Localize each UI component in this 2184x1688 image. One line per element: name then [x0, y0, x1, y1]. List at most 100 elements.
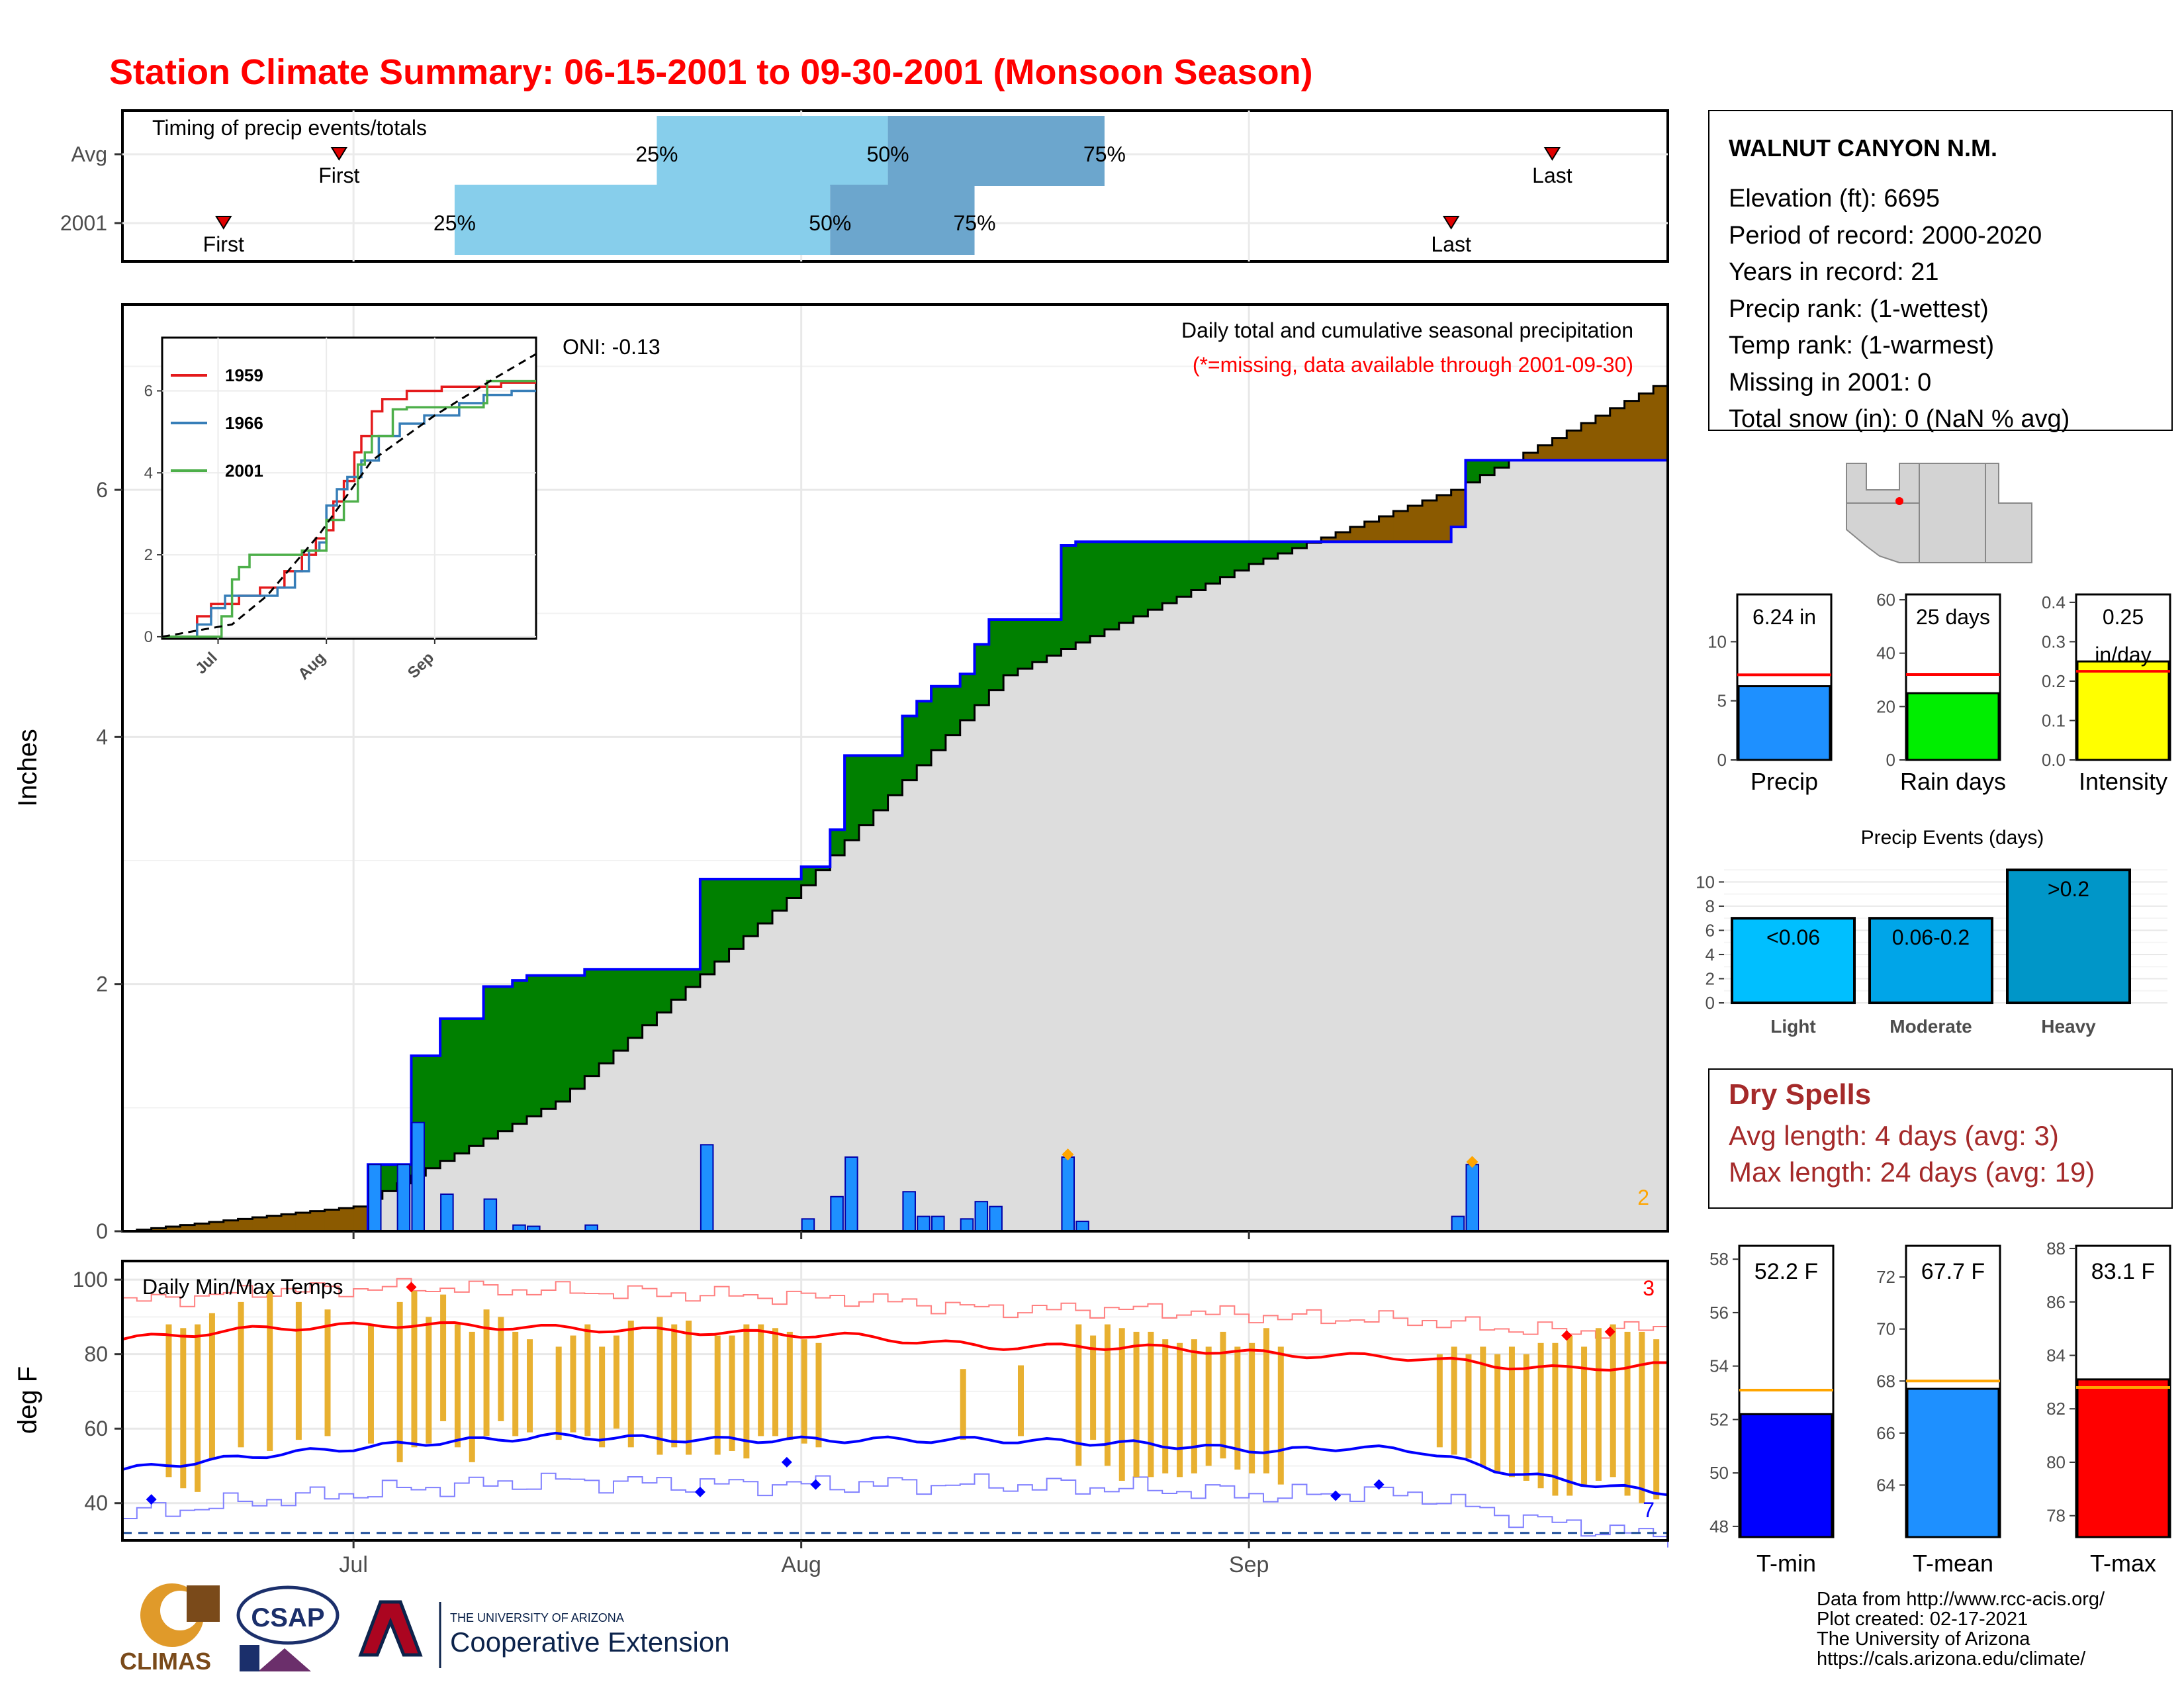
footer-line: Data from http://www.rcc-acis.org/ [1817, 1589, 2105, 1610]
daily-temp-range [411, 1291, 418, 1448]
daily-temp-range [1162, 1339, 1169, 1474]
daily-temp-range [396, 1301, 403, 1462]
surplus-area [1205, 541, 1221, 584]
deficit-area [1567, 430, 1582, 461]
daily-precip-bar [1061, 1156, 1075, 1232]
daily-temp-range [1148, 1331, 1154, 1477]
daily-temp-range [1191, 1339, 1197, 1474]
inset-legend-label: 1959 [225, 365, 263, 385]
mini-bar [2076, 660, 2170, 761]
daily-temp-range [440, 1294, 447, 1421]
inset-series-line [162, 389, 536, 638]
surplus-area [700, 879, 715, 974]
daily-precip-bar [974, 1201, 989, 1232]
station-line: Total snow (in): 0 (NaN % avg) [1729, 405, 2070, 433]
temp-extreme-marker [1604, 1326, 1615, 1337]
surplus-area [801, 867, 816, 886]
mini-y-tick-label: 40 [1876, 643, 1895, 663]
daily-temp-range [1465, 1354, 1472, 1459]
daily-temp-range [960, 1369, 966, 1440]
surplus-area [1017, 620, 1033, 669]
mini-y-tick-label: 0.0 [2042, 750, 2066, 770]
timing-pct-label: 75% [953, 211, 995, 235]
inset-series-line [162, 381, 536, 638]
surplus-area [483, 986, 498, 1139]
temp-extreme-marker [1561, 1330, 1572, 1341]
events-bar [2006, 868, 2131, 1005]
station-line: Years in record: 21 [1729, 258, 1939, 286]
surplus-area [426, 1055, 441, 1168]
events-bar-label: >0.2 [2048, 877, 2089, 901]
surplus-area [902, 716, 917, 780]
surplus-area [729, 879, 744, 949]
mini-y-tick-label: 0 [1717, 750, 1727, 770]
surplus-area [1104, 541, 1120, 630]
daily-temp-range [367, 1324, 374, 1444]
surplus-area [1177, 541, 1192, 597]
deficit-area [1364, 522, 1380, 542]
daily-precip-bar [367, 1164, 382, 1232]
daily-temp-range [1118, 1328, 1125, 1481]
deficit-area [165, 1227, 181, 1231]
daily-temp-range [1234, 1346, 1241, 1470]
surplus-area [1220, 541, 1235, 577]
timing-bar-50-75 [830, 185, 975, 255]
precip-events-chart: Precip Events (days) <0.06 Light 0.06-0.2 Mo… [1696, 827, 2167, 1037]
daily-temp-range [729, 1335, 735, 1451]
daily-temp-range [801, 1339, 807, 1444]
daily-precip-bar [917, 1215, 931, 1232]
locator-map [1846, 463, 2032, 563]
deficit-area [1451, 490, 1466, 527]
y-tick-label: 6 [96, 478, 108, 502]
y-tick-label: 4 [96, 725, 108, 749]
surplus-area [758, 879, 773, 923]
extreme-marker [1466, 1156, 1479, 1168]
surplus-area [1292, 541, 1307, 548]
inset-legend-label: 1966 [225, 413, 263, 433]
timing-heading: Timing of precip events/totals [152, 116, 427, 140]
daily-temp-range [195, 1324, 201, 1492]
daily-temp-range [1451, 1346, 1457, 1455]
daily-temp-range [1220, 1331, 1226, 1459]
mini-bar-label: Precip [1751, 768, 1818, 795]
inset-legend-label: 2001 [225, 461, 263, 481]
station-line: Elevation (ft): 6695 [1729, 185, 1940, 212]
surplus-area [1191, 541, 1206, 590]
surplus-area [1075, 541, 1091, 643]
deficit-area [1581, 423, 1596, 461]
timing-bar-50-75 [887, 116, 1105, 186]
deficit-area [1595, 416, 1611, 461]
y-tick-label: 100 [73, 1268, 108, 1291]
surplus-area [1133, 541, 1148, 617]
surplus-area [584, 969, 600, 1076]
y-tick-label: 60 [84, 1417, 108, 1440]
surplus-area [1234, 541, 1250, 571]
surplus-area [830, 829, 845, 855]
avg-cumulative-area [122, 379, 1668, 1231]
timing-pct-label: 25% [635, 142, 678, 166]
avg-cumulative-line [122, 385, 1668, 1233]
daily-temp-range [1595, 1328, 1602, 1481]
temp-bar-y-tick-label: 80 [2046, 1452, 2066, 1472]
timing-marker [1543, 147, 1561, 161]
surplus-area [512, 980, 527, 1124]
daily-precip-bar [396, 1164, 411, 1232]
deficit-area [1422, 500, 1437, 542]
temp-bar-y-tick-label: 88 [2046, 1239, 2066, 1258]
daily-precip-bar [700, 1144, 714, 1233]
deficit-area [252, 1217, 267, 1231]
timing-marker-label: Last [1431, 232, 1471, 256]
temp-extreme-marker [1373, 1479, 1385, 1490]
inset-y-tick-label: 0 [144, 628, 153, 646]
daily-temp-range [714, 1335, 721, 1455]
mini-bar-value-unit: in/day [2095, 643, 2151, 667]
deficit-area [1537, 445, 1553, 461]
station-line: Temp rank: (1-warmest) [1729, 332, 1994, 359]
timing-pct-label: 75% [1083, 142, 1126, 166]
mini-y-tick-label: 0 [1886, 750, 1895, 770]
ua-logo: THE UNIVERSITY OF ARIZONA Cooperative Ex… [358, 1600, 730, 1668]
temp-bar-y-tick-label: 72 [1876, 1267, 1895, 1287]
events-y-tick-label: 10 [1696, 872, 1715, 892]
surplus-area [527, 975, 542, 1117]
